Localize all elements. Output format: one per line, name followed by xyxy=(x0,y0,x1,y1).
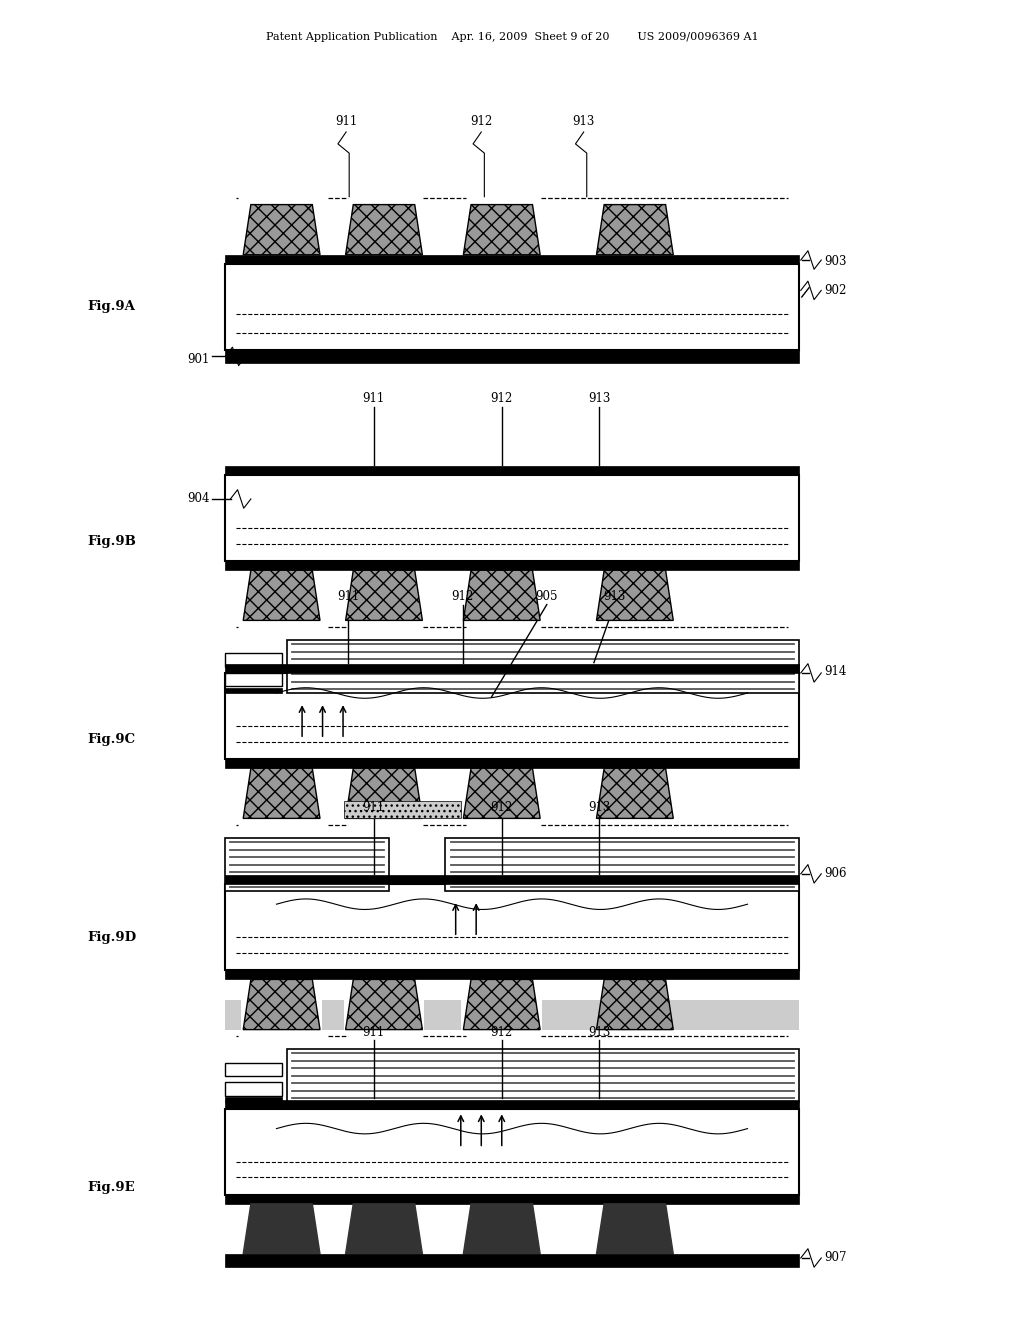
Text: 914: 914 xyxy=(824,665,847,678)
Bar xyxy=(225,1109,799,1195)
Text: 907: 907 xyxy=(824,1251,847,1265)
Text: 905: 905 xyxy=(536,590,558,603)
Bar xyxy=(225,664,799,673)
Bar xyxy=(225,999,242,1030)
Bar xyxy=(225,1254,799,1267)
Polygon shape xyxy=(346,768,422,818)
Text: 912: 912 xyxy=(490,1026,513,1039)
Text: 913: 913 xyxy=(572,115,595,128)
Polygon shape xyxy=(596,979,674,1030)
Text: 901: 901 xyxy=(187,352,210,366)
Bar xyxy=(225,884,799,970)
Bar xyxy=(225,350,799,363)
Text: 912: 912 xyxy=(490,392,513,405)
Polygon shape xyxy=(596,1204,674,1254)
Text: 911: 911 xyxy=(337,590,359,603)
Text: 913: 913 xyxy=(588,392,610,405)
Polygon shape xyxy=(463,1204,541,1254)
Polygon shape xyxy=(244,570,319,620)
Bar xyxy=(225,1082,282,1096)
Polygon shape xyxy=(463,570,541,620)
Bar xyxy=(225,970,799,979)
Bar xyxy=(543,999,799,1030)
Bar xyxy=(322,999,344,1030)
Text: 912: 912 xyxy=(452,590,474,603)
Text: 903: 903 xyxy=(824,255,847,268)
Bar xyxy=(225,759,799,768)
Polygon shape xyxy=(244,979,319,1030)
Bar xyxy=(287,640,799,693)
Bar xyxy=(287,1049,799,1102)
Text: 911: 911 xyxy=(335,115,357,128)
Polygon shape xyxy=(596,205,674,255)
Text: 911: 911 xyxy=(362,392,385,405)
Text: Fig.9C: Fig.9C xyxy=(87,733,135,746)
Text: 906: 906 xyxy=(824,867,847,880)
Bar xyxy=(225,673,799,759)
Bar xyxy=(225,838,389,891)
Bar xyxy=(344,801,461,818)
Bar xyxy=(225,1195,799,1204)
Polygon shape xyxy=(346,570,422,620)
Polygon shape xyxy=(463,205,541,255)
Text: 911: 911 xyxy=(362,801,385,814)
Bar xyxy=(225,264,799,350)
Text: 902: 902 xyxy=(824,284,847,297)
Text: Fig.9A: Fig.9A xyxy=(87,300,135,313)
Bar xyxy=(225,688,282,693)
Bar xyxy=(225,1063,282,1076)
Text: 912: 912 xyxy=(470,115,493,128)
Text: Patent Application Publication    Apr. 16, 2009  Sheet 9 of 20        US 2009/00: Patent Application Publication Apr. 16, … xyxy=(265,32,759,42)
Text: Fig.9E: Fig.9E xyxy=(87,1181,135,1195)
Polygon shape xyxy=(596,768,674,818)
Bar xyxy=(225,466,799,475)
Text: 911: 911 xyxy=(362,1026,385,1039)
Bar xyxy=(225,1100,799,1109)
Bar xyxy=(225,673,282,686)
Bar xyxy=(445,838,799,891)
Text: 913: 913 xyxy=(588,1026,610,1039)
Polygon shape xyxy=(463,979,541,1030)
Polygon shape xyxy=(244,768,319,818)
Text: 913: 913 xyxy=(603,590,626,603)
Bar xyxy=(225,875,799,884)
Polygon shape xyxy=(596,570,674,620)
Polygon shape xyxy=(463,768,541,818)
Bar xyxy=(225,475,799,561)
Bar xyxy=(225,1097,282,1102)
Text: Fig.9D: Fig.9D xyxy=(87,931,136,944)
Polygon shape xyxy=(346,205,422,255)
Polygon shape xyxy=(346,979,422,1030)
Bar xyxy=(225,653,282,667)
Bar xyxy=(424,999,461,1030)
Text: 913: 913 xyxy=(588,801,610,814)
Polygon shape xyxy=(346,1204,422,1254)
Polygon shape xyxy=(244,1204,319,1254)
Text: 904: 904 xyxy=(187,492,210,506)
Bar xyxy=(225,255,799,264)
Text: Fig.9B: Fig.9B xyxy=(87,535,136,548)
Text: 912: 912 xyxy=(490,801,513,814)
Bar xyxy=(225,561,799,570)
Polygon shape xyxy=(244,205,319,255)
